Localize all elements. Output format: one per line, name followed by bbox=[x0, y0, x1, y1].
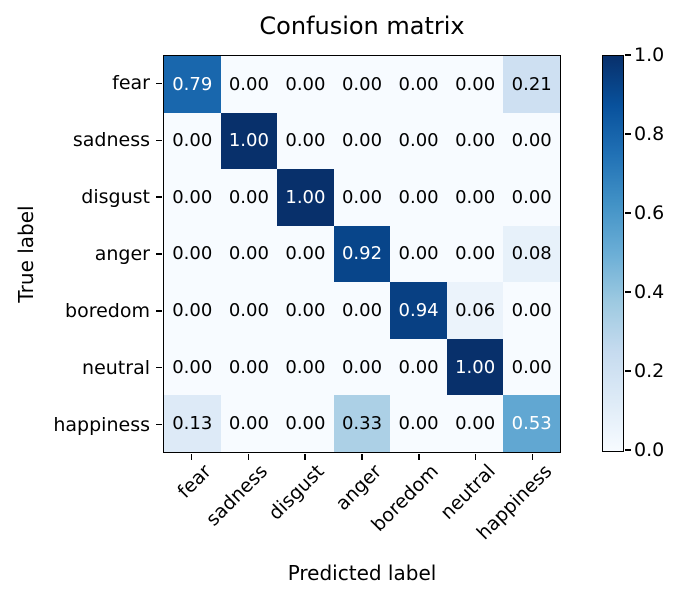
heatmap-cell: 0.00 bbox=[220, 338, 278, 396]
y-tick-label: sadness bbox=[72, 129, 150, 152]
heatmap-cell: 0.00 bbox=[333, 112, 391, 170]
x-tick-mark bbox=[418, 453, 420, 460]
x-tick-label: sadness bbox=[202, 460, 273, 531]
heatmap-cell: 0.00 bbox=[390, 395, 447, 452]
heatmap-cell: 0.00 bbox=[390, 169, 447, 226]
heatmap-cell: 0.00 bbox=[277, 395, 334, 452]
x-tick-label: fear bbox=[172, 460, 216, 503]
heatmap-cell: 1.00 bbox=[277, 169, 334, 226]
colorbar-tick-label: 0.8 bbox=[634, 123, 665, 145]
heatmap-cell: 0.00 bbox=[164, 169, 221, 226]
heatmap-cell: 0.00 bbox=[390, 56, 447, 113]
y-tick-label: fear bbox=[112, 72, 150, 95]
heatmap-cell: 0.00 bbox=[503, 338, 560, 396]
colorbar-tick-mark bbox=[625, 370, 631, 372]
heatmap-cell: 0.00 bbox=[164, 225, 221, 283]
heatmap-cell: 0.00 bbox=[220, 169, 278, 226]
x-tick-label: disgust bbox=[264, 460, 330, 525]
y-tick-label: happiness bbox=[53, 413, 150, 436]
colorbar-tick-label: 0.4 bbox=[634, 281, 665, 303]
colorbar-tick-label: 0.0 bbox=[634, 439, 665, 461]
y-tick-mark bbox=[156, 366, 162, 369]
heatmap-cell: 0.53 bbox=[503, 395, 560, 452]
heatmap-cell: 0.13 bbox=[164, 395, 221, 452]
heatmap-cell: 0.00 bbox=[277, 282, 334, 339]
x-tick-mark bbox=[474, 453, 477, 460]
heatmap-cell: 0.00 bbox=[333, 56, 391, 113]
x-tick-label: anger bbox=[331, 460, 386, 515]
y-tick-label: boredom bbox=[65, 299, 150, 322]
y-tick-mark bbox=[156, 196, 162, 198]
heatmap-cell: 0.00 bbox=[390, 112, 447, 170]
heatmap-cell: 0.00 bbox=[220, 225, 278, 283]
heatmap-cell: 0.00 bbox=[277, 112, 334, 170]
colorbar-tick-mark bbox=[625, 54, 631, 56]
colorbar-tick-mark bbox=[625, 291, 631, 293]
heatmap-cell: 0.00 bbox=[390, 225, 447, 283]
heatmap-cell: 0.00 bbox=[446, 169, 504, 226]
heatmap-cell: 0.21 bbox=[503, 56, 560, 113]
y-tick-mark bbox=[156, 139, 162, 142]
heatmap-cell: 0.00 bbox=[277, 56, 334, 113]
heatmap-cell: 0.08 bbox=[503, 225, 560, 283]
heatmap-cell: 0.00 bbox=[503, 112, 560, 170]
y-tick-mark bbox=[156, 82, 162, 85]
y-tick-mark bbox=[156, 423, 162, 426]
heatmap-cell: 0.00 bbox=[164, 282, 221, 339]
x-tick-mark bbox=[531, 453, 534, 460]
heatmap-cell: 0.00 bbox=[277, 338, 334, 396]
chart-title: Confusion matrix bbox=[259, 12, 465, 40]
y-tick-label: anger bbox=[94, 243, 150, 265]
colorbar-tick-label: 0.6 bbox=[634, 202, 665, 224]
heatmap-cell: 0.00 bbox=[220, 395, 278, 452]
y-tick-mark bbox=[156, 310, 162, 312]
heatmap-cell: 0.92 bbox=[333, 225, 391, 283]
heatmap-cell: 0.00 bbox=[333, 169, 391, 226]
heatmap-cell: 0.00 bbox=[503, 282, 560, 339]
colorbar-tick-label: 0.2 bbox=[634, 360, 665, 382]
x-tick-mark bbox=[361, 453, 363, 460]
colorbar-tick-mark bbox=[625, 133, 631, 135]
y-tick-mark bbox=[156, 253, 162, 255]
heatmap-cell: 0.79 bbox=[164, 56, 221, 113]
heatmap-cell: 0.00 bbox=[333, 338, 391, 396]
heatmap-cell: 0.00 bbox=[446, 395, 504, 452]
y-tick-label: disgust bbox=[81, 186, 150, 209]
heatmap-cell: 0.00 bbox=[164, 338, 221, 396]
x-tick-mark bbox=[304, 453, 306, 460]
colorbar-tick-label: 1.0 bbox=[634, 44, 665, 66]
colorbar-tick-mark bbox=[625, 212, 631, 214]
heatmap-cell: 0.00 bbox=[277, 225, 334, 283]
heatmap-cell: 0.00 bbox=[333, 282, 391, 339]
heatmap-cell: 0.00 bbox=[390, 338, 447, 396]
heatmap-cell: 0.00 bbox=[446, 56, 504, 113]
heatmap-cell: 0.00 bbox=[164, 112, 221, 170]
heatmap-cell: 0.00 bbox=[446, 112, 504, 170]
y-axis-title: True label bbox=[14, 205, 38, 303]
colorbar bbox=[602, 55, 624, 452]
heatmap-cell: 0.00 bbox=[446, 225, 504, 283]
heatmap-cell: 0.33 bbox=[333, 395, 391, 452]
colorbar-tick-mark bbox=[625, 449, 631, 451]
heatmap-cell: 0.00 bbox=[220, 282, 278, 339]
heatmap-cell: 1.00 bbox=[220, 112, 278, 170]
heatmap-cell: 1.00 bbox=[446, 338, 504, 396]
x-tick-mark bbox=[190, 453, 193, 460]
heatmap-grid: 0.79 0.00 0.00 0.00 0.00 0.00 0.21 0.00 1.00 0.00… bbox=[163, 55, 561, 453]
heatmap-cell: 0.00 bbox=[503, 169, 560, 226]
heatmap-cell: 0.06 bbox=[446, 282, 504, 339]
heatmap-cell: 0.00 bbox=[220, 56, 278, 113]
heatmap-cell: 0.94 bbox=[390, 282, 447, 339]
x-axis-title: Predicted label bbox=[287, 561, 437, 585]
y-tick-label: neutral bbox=[82, 356, 150, 379]
x-tick-mark bbox=[247, 453, 250, 460]
